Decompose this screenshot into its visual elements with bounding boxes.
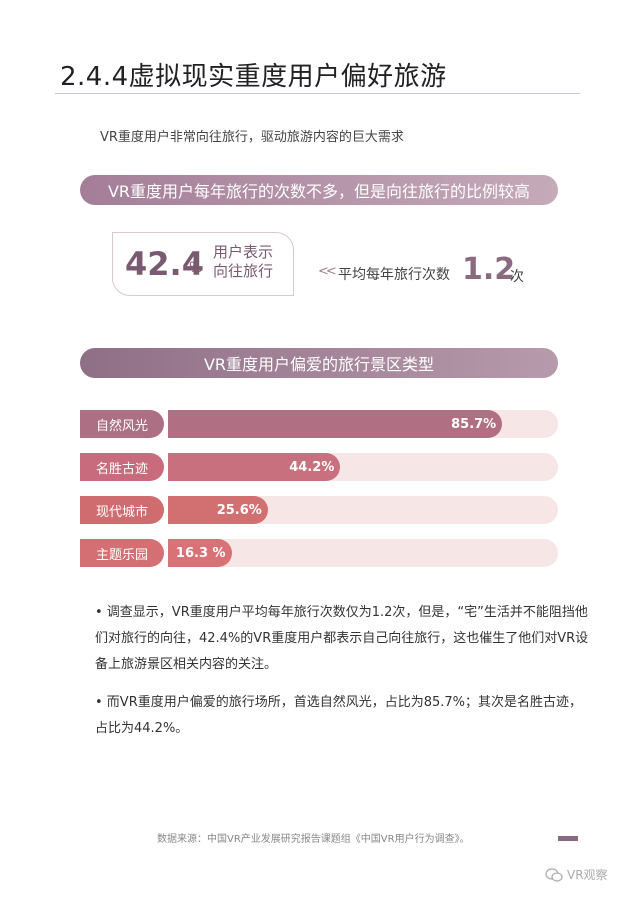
bar-row: 自然风光 85.7%	[80, 410, 560, 438]
bar: 16.3 %	[168, 539, 232, 567]
chevron-left-icon: <<	[318, 264, 337, 279]
bar-track: 85.7%	[168, 410, 558, 438]
bar: 44.2%	[168, 453, 341, 481]
stat-unit: %	[189, 260, 203, 276]
page-subtitle: VR重度用户非常向往旅行，驱动旅游内容的巨大需求	[100, 130, 404, 145]
chart-title-pill: VR重度用户偏爱的旅行景区类型	[80, 348, 558, 378]
bar-value-label: 44.2%	[289, 459, 335, 475]
title-divider	[55, 93, 580, 94]
avg-trips-label: 平均每年旅行次数	[338, 267, 450, 283]
bar-category-label: 名胜古迹	[80, 453, 164, 481]
page-title: 2.4.4虚拟现实重度用户偏好旅游	[60, 62, 447, 92]
data-source-note: 数据来源：中国VR产业发展研究报告课题组《中国VR用户行为调查》。	[157, 834, 470, 845]
paragraph-1: • 调查显示，VR重度用户平均每年旅行次数仅为1.2次，但是，“宅”生活并不能阻…	[95, 605, 589, 672]
bar-row: 名胜古迹 44.2%	[80, 453, 560, 481]
bar: 25.6%	[168, 496, 268, 524]
stat-label: 用户表示 向往旅行	[213, 243, 273, 281]
avg-trips-unit: 次	[510, 269, 524, 285]
paragraph-2: • 而VR重度用户偏爱的旅行场所，首选自然风光，占比为85.7%；其次是名胜古迹…	[95, 695, 583, 736]
bar: 85.7%	[168, 410, 503, 438]
avg-trips-value: 1.2	[462, 252, 516, 287]
bar-category-label: 自然风光	[80, 410, 164, 438]
stat-value: 42.4	[125, 245, 204, 283]
bar-value-label: 85.7%	[451, 416, 497, 432]
bar-value-label: 16.3 %	[175, 545, 226, 561]
bar-track: 25.6%	[168, 496, 558, 524]
wechat-watermark: VR观察	[545, 866, 608, 883]
watermark-text: VR观察	[567, 868, 608, 882]
bar-category-label: 主题乐园	[80, 539, 164, 567]
bar-row: 现代城市 25.6%	[80, 496, 560, 524]
bar-row: 主题乐园 16.3 %	[80, 539, 560, 567]
stat-label-line1: 用户表示	[213, 243, 274, 261]
bar-value-label: 25.6%	[216, 502, 262, 518]
stat-card: 42.4 % 用户表示 向往旅行	[112, 232, 294, 296]
bar-category-label: 现代城市	[80, 496, 164, 524]
wechat-icon	[545, 867, 563, 882]
section-pill-travel-frequency: VR重度用户每年旅行的次数不多，但是向往旅行的比例较高	[80, 175, 558, 205]
bar-track: 44.2%	[168, 453, 558, 481]
bar-track: 16.3 %	[168, 539, 558, 567]
page-mark	[558, 836, 578, 841]
stat-label-line2: 向往旅行	[213, 262, 274, 280]
